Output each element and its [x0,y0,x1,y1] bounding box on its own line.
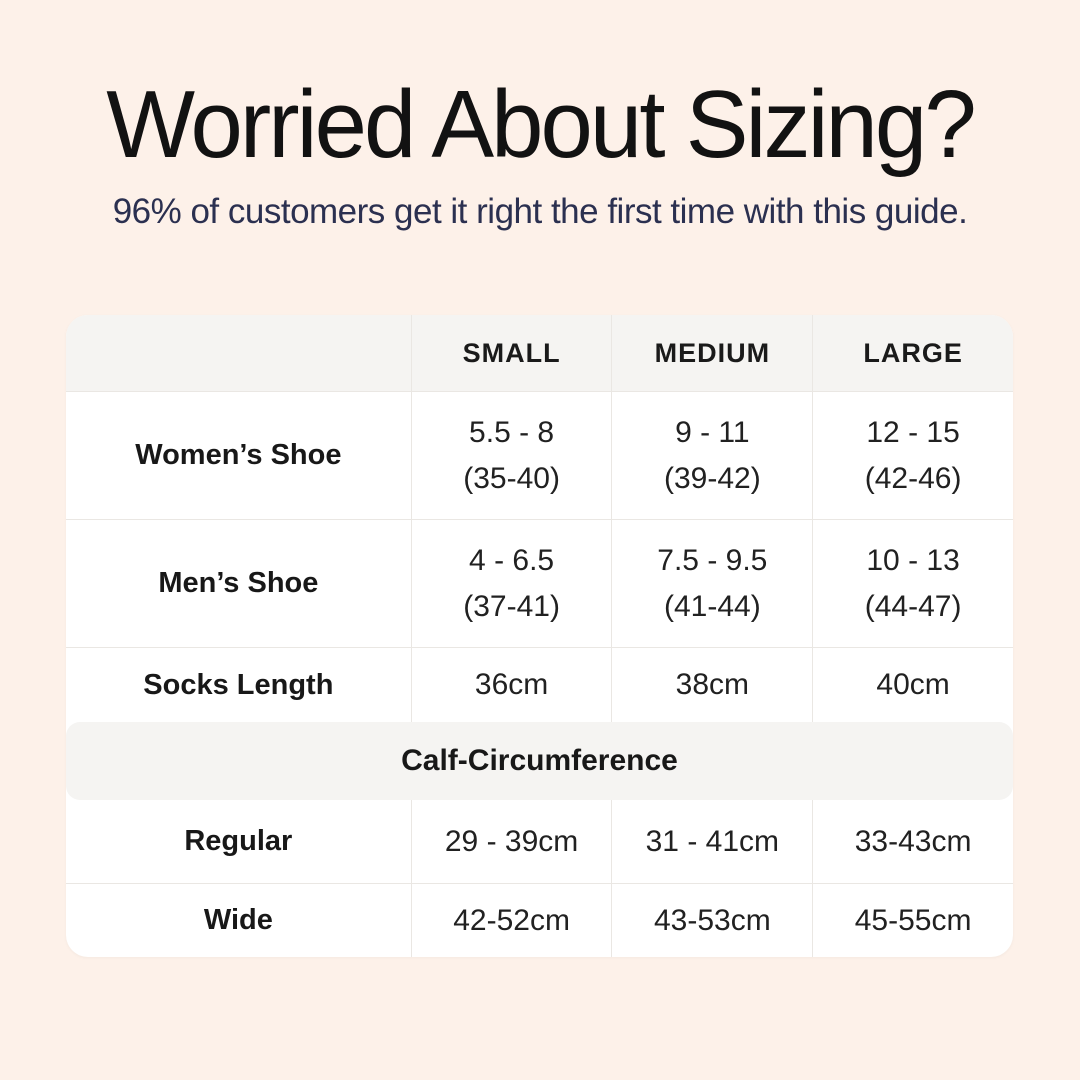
value-line: 12 - 15 [866,415,960,449]
regular-medium: 31 - 41cm [611,800,812,883]
regular-large: 33-43cm [812,800,1013,883]
womens-shoe-medium: 9 - 11 (39-42) [611,392,812,519]
value-line: 9 - 11 [675,415,750,449]
row-label-wide: Wide [203,904,273,936]
section-header-calf-circumference: Calf-Circumference [66,722,1013,800]
value-line: (35-40) [463,461,560,495]
table-row-socks-length: Socks Length 36cm 38cm 40cm [66,647,1013,722]
socks-length-medium: 38cm [611,648,812,722]
socks-length-small: 36cm [410,648,612,722]
womens-shoe-small: 5.5 - 8 (35-40) [410,392,612,519]
value-line: (37-41) [463,589,560,623]
value-line: (44-47) [864,589,962,623]
value-line: 4 - 6.5 [469,543,555,577]
header-cell-small: SMALL [410,315,612,391]
page-header: Worried About Sizing? 96% of customers g… [0,72,1080,232]
row-label-mens-shoe: Men’s Shoe [158,567,319,599]
wide-medium: 43-53cm [611,884,812,957]
wide-small: 42-52cm [410,884,612,957]
value-line: (39-42) [663,461,761,495]
page-title: Worried About Sizing? [106,71,976,178]
mens-shoe-small: 4 - 6.5 (37-41) [410,520,612,647]
table-row-wide: Wide 42-52cm 43-53cm 45-55cm [66,883,1013,957]
table-row-regular: Regular 29 - 39cm 31 - 41cm 33-43cm [66,800,1013,883]
value-line: (42-46) [864,461,962,495]
wide-large: 45-55cm [812,884,1013,957]
header-cell-medium: MEDIUM [611,315,812,391]
value-line: 7.5 - 9.5 [657,543,768,577]
value-line: 5.5 - 8 [469,415,555,449]
value-line: (41-44) [663,589,761,623]
row-label-socks-length: Socks Length [143,668,334,701]
size-chart-header-row: SMALL MEDIUM LARGE [66,315,1013,391]
table-row-mens-shoe: Men’s Shoe 4 - 6.5 (37-41) 7.5 - 9.5 (41… [66,519,1013,647]
row-label-womens-shoe: Women’s Shoe [135,439,342,471]
value-line: 10 - 13 [866,543,960,577]
header-cell-empty [66,315,411,391]
page-subtitle: 96% of customers get it right the first … [112,191,968,231]
womens-shoe-large: 12 - 15 (42-46) [812,392,1013,519]
table-row-womens-shoe: Women’s Shoe 5.5 - 8 (35-40) 9 - 11 (39-… [66,391,1013,519]
header-cell-large: LARGE [812,315,1013,391]
socks-length-large: 40cm [812,648,1013,722]
mens-shoe-medium: 7.5 - 9.5 (41-44) [611,520,812,647]
size-chart-card: SMALL MEDIUM LARGE Women’s Shoe 5.5 - 8 … [66,315,1013,957]
mens-shoe-large: 10 - 13 (44-47) [812,520,1013,647]
row-label-regular: Regular [184,825,293,857]
regular-small: 29 - 39cm [410,800,612,883]
